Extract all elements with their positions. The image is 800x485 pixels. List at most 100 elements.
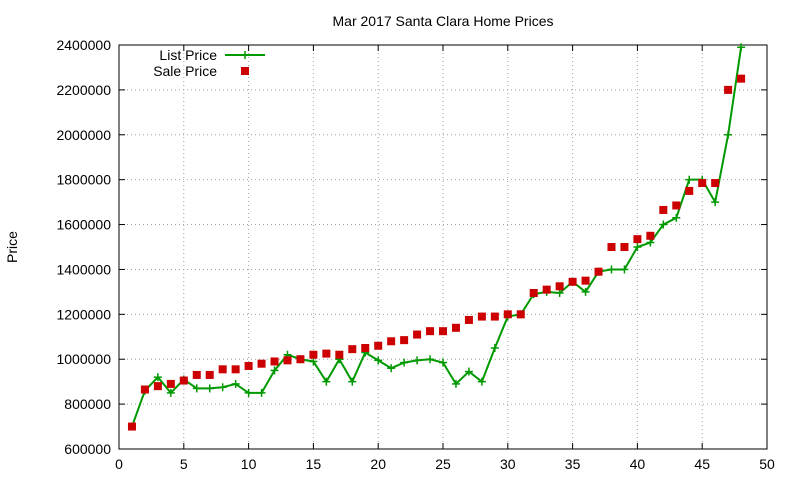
y-axis-label: Price [4,231,20,263]
x-tick-label: 20 [370,456,386,472]
data-point-sale-price [413,330,422,339]
data-point-list-price [451,379,460,388]
data-point-list-price [477,377,486,386]
y-tick-label: 800000 [64,396,111,412]
axis-ticks: 0 5 10 15 20 25 30 35 40 45 50 600000 800000 1000000 1… [56,37,775,472]
data-point-list-price [413,356,422,365]
data-point-list-price [218,383,227,392]
data-point-sale-price [568,277,577,286]
y-tick-label: 1600000 [56,217,111,233]
data-point-sale-price [659,205,668,214]
data-point-list-price [400,358,409,367]
data-point-sale-price [374,341,383,350]
data-point-list-price [322,377,331,386]
data-point-list-price [581,287,590,296]
legend: List Price Sale Price [153,47,265,79]
data-point-sale-price [607,243,616,251]
data-point-sale-price [270,357,279,366]
data-point-sale-price [477,312,486,321]
data-point-sale-price [464,315,473,324]
y-tick-label: 2200000 [56,82,111,98]
data-point-list-price [270,366,279,375]
data-point-sale-price [283,356,292,365]
data-point-sale-price [672,201,681,210]
y-tick-label: 2000000 [56,127,111,143]
x-tick-label: 5 [180,456,188,472]
data-point-sale-price [685,186,694,195]
data-point-list-price [166,388,175,397]
data-point-sale-price [555,282,564,291]
legend-label-sale-price: Sale Price [153,63,217,79]
data-point-list-price [555,289,564,298]
data-point-sale-price [711,179,720,188]
data-point-list-price [646,238,655,247]
y-tick-label: 1000000 [56,351,111,367]
data-point-list-price [257,388,266,397]
data-point-sale-price [400,336,409,345]
data-point-sale-price [387,337,396,346]
data-point-sale-price [322,349,331,358]
data-point-sale-price [153,382,162,391]
y-tick-label: 1200000 [56,306,111,322]
y-tick-label: 1400000 [56,261,111,277]
data-point-sale-price [620,243,629,251]
data-point-sale-price [542,285,551,294]
data-point-sale-price [127,422,136,431]
data-series [127,43,746,431]
y-tick-label: 2400000 [56,37,111,53]
x-tick-label: 0 [115,456,123,472]
data-point-sale-price [309,350,318,359]
data-point-sale-price [698,179,707,188]
data-point-sale-price [516,310,525,319]
data-point-sale-price [633,235,642,244]
x-tick-label: 25 [435,456,451,472]
x-tick-label: 45 [694,456,710,472]
data-point-list-price [439,358,447,367]
x-tick-label: 35 [565,456,581,472]
data-point-list-price [464,367,473,376]
chart-title: Mar 2017 Santa Clara Home Prices [333,13,554,29]
data-point-sale-price [140,385,149,394]
x-tick-label: 10 [241,456,257,472]
data-point-sale-price [503,310,512,319]
x-tick-label: 15 [306,456,322,472]
data-point-list-price [231,379,240,388]
data-point-list-price [711,198,720,207]
x-tick-label: 40 [630,456,646,472]
data-point-list-price [672,213,681,222]
x-tick-label: 30 [500,456,516,472]
y-tick-label: 1800000 [56,172,111,188]
data-point-sale-price [335,350,344,359]
data-point-sale-price [737,74,746,83]
data-point-list-price [205,384,214,393]
legend-sample-sale-price [241,67,249,75]
data-point-list-price [374,356,383,365]
data-point-list-price [659,220,668,229]
data-point-list-price [620,265,629,274]
legend-marker-sale-price [241,67,249,75]
data-point-sale-price [179,376,188,385]
data-point-list-price [737,43,746,52]
data-point-sale-price [192,370,201,379]
data-point-sale-price [426,327,435,336]
data-point-sale-price [646,231,655,240]
data-point-sale-price [296,355,305,364]
data-point-list-price [244,388,253,397]
legend-label-list-price: List Price [159,47,217,63]
data-point-sale-price [348,345,357,354]
data-point-sale-price [594,267,603,276]
data-point-list-price [192,384,201,393]
legend-sample-list-price [225,51,265,59]
data-point-sale-price [218,365,227,374]
x-tick-label: 50 [759,456,775,472]
data-point-list-price [724,130,733,139]
data-point-list-price [633,243,642,251]
data-point-sale-price [581,276,590,285]
data-point-list-price [387,364,396,373]
data-point-list-price [153,373,162,382]
data-point-sale-price [439,327,447,336]
data-point-sale-price [205,370,214,379]
data-point-sale-price [231,365,240,374]
data-point-list-price [685,175,694,184]
